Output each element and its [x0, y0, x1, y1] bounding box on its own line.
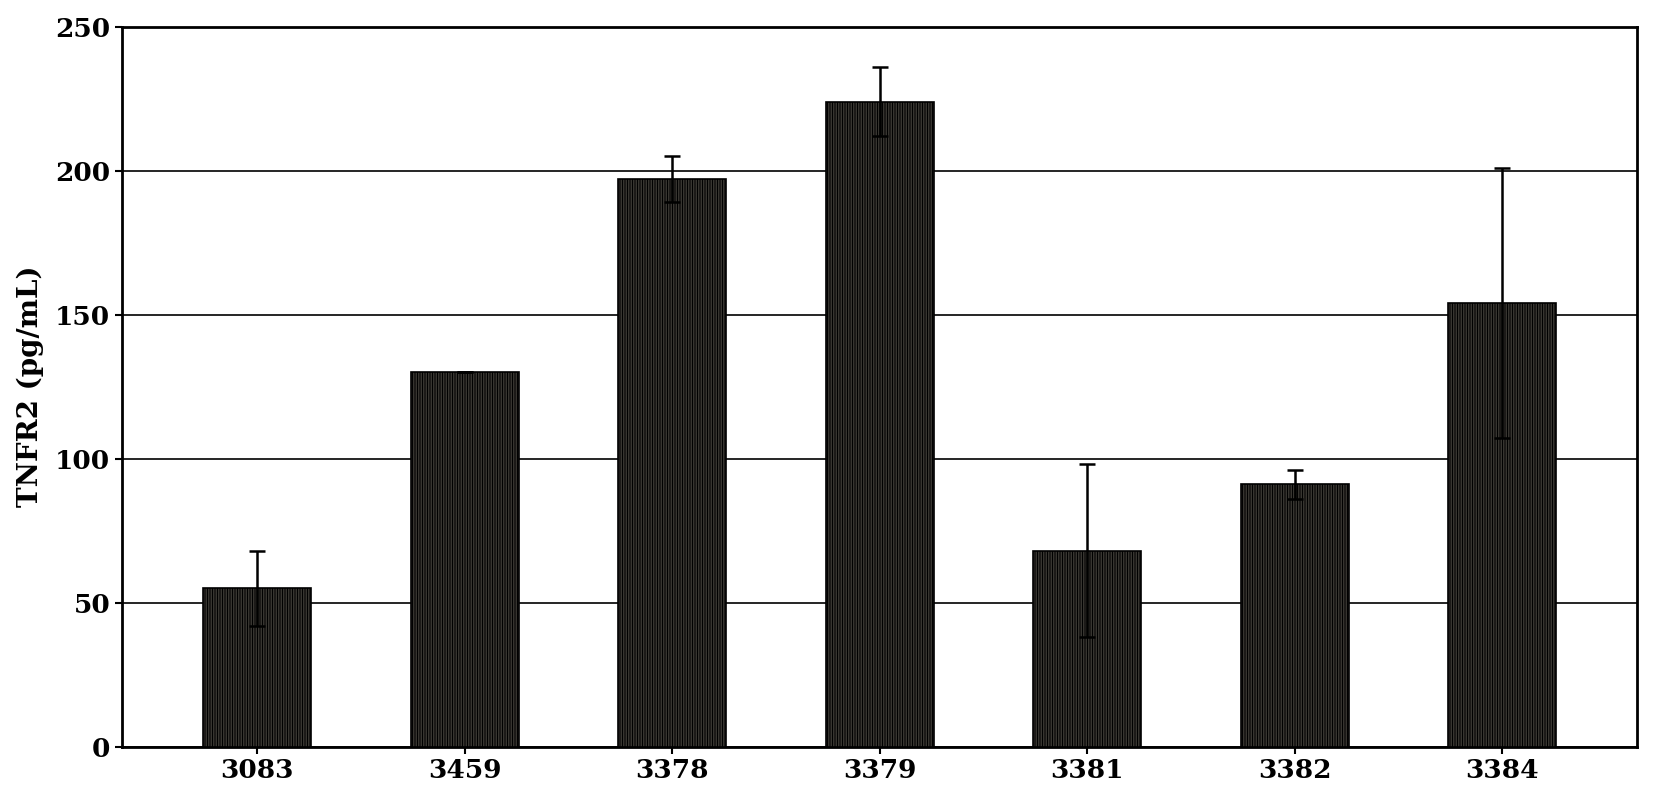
Bar: [825, 102, 933, 746]
Bar: [1034, 550, 1141, 746]
Bar: [619, 179, 726, 746]
Bar: [1240, 485, 1348, 746]
Y-axis label: TNFR2 (pg/mL): TNFR2 (pg/mL): [17, 266, 45, 507]
Bar: [410, 372, 518, 746]
Bar: [203, 588, 311, 746]
Bar: [1449, 303, 1556, 746]
